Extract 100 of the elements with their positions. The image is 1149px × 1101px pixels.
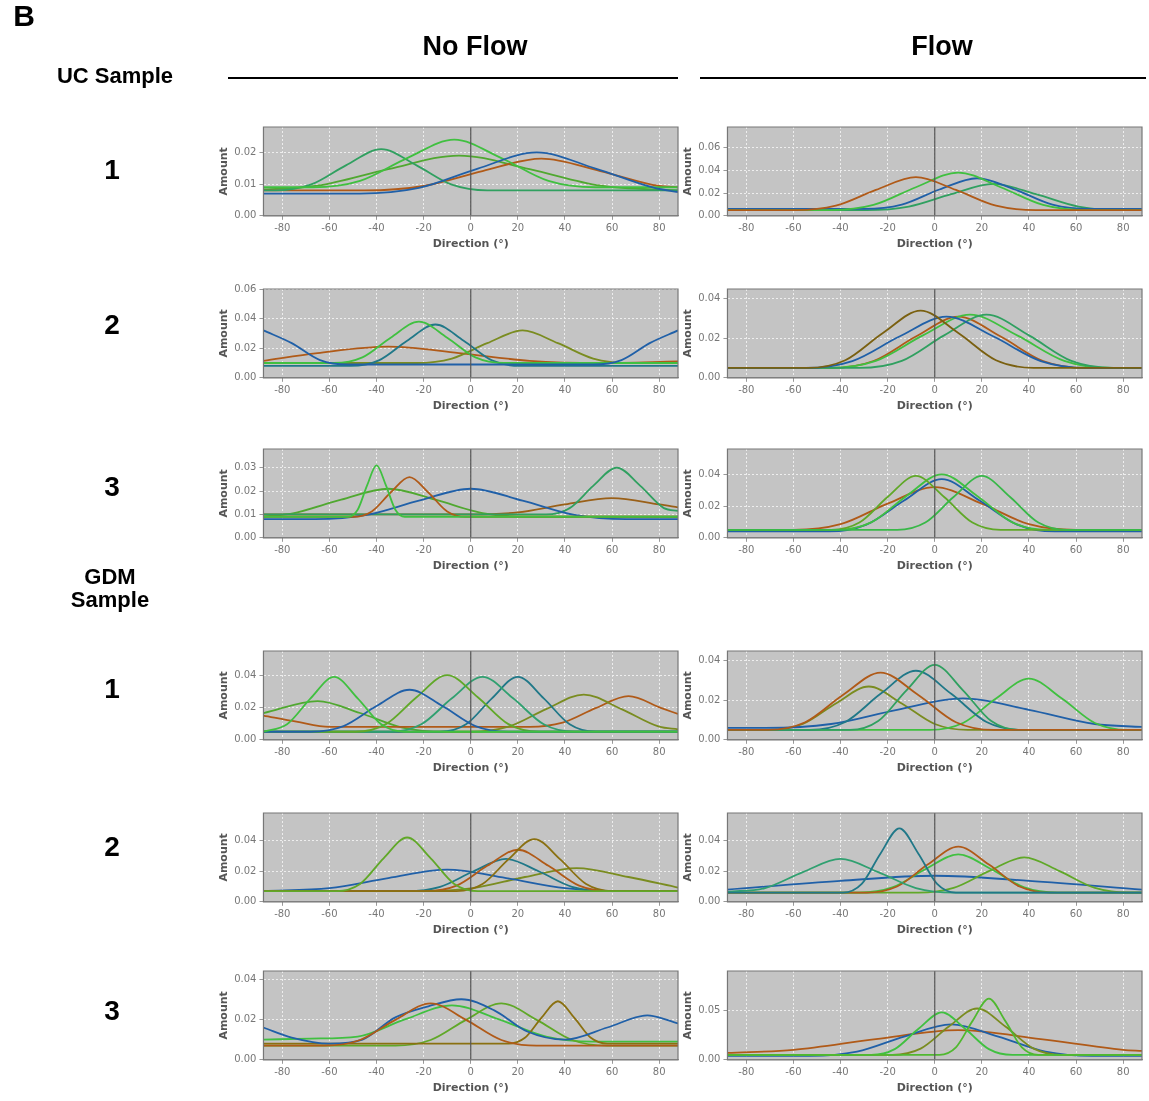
y-tick-label: 0.02	[698, 186, 721, 198]
y-tick-label: 0.04	[234, 668, 257, 680]
x-tick-label: 40	[1022, 384, 1036, 396]
y-tick-label: 0.04	[234, 834, 257, 846]
y-tick-label: 0.04	[698, 292, 721, 304]
x-tick-label: 40	[558, 222, 572, 234]
y-axis-title: Amount	[681, 309, 695, 358]
x-tick-label: -20	[879, 384, 896, 396]
x-tick-label: -20	[415, 908, 432, 920]
text: 3	[103, 471, 121, 502]
x-tick-label: 20	[975, 544, 989, 556]
x-tick-label: 40	[558, 746, 572, 758]
x-tick-label: 80	[652, 222, 666, 234]
y-tick-label: 0.00	[698, 209, 721, 221]
x-tick-label: -60	[321, 746, 338, 758]
y-tick-label: 0.02	[234, 701, 257, 713]
x-tick-label: -60	[321, 1066, 338, 1078]
x-tick-label: -80	[738, 544, 755, 556]
y-tick-label: 0.00	[234, 531, 257, 543]
x-tick-label: -80	[738, 1066, 755, 1078]
y-axis-title: Amount	[217, 147, 231, 196]
x-tick-label: 40	[1022, 746, 1036, 758]
x-tick-label: -80	[738, 384, 755, 396]
x-tick-label: -20	[415, 384, 432, 396]
x-tick-label: -80	[274, 544, 291, 556]
text: GDM Sample	[69, 564, 151, 613]
x-tick-label: 60	[1069, 544, 1083, 556]
x-tick-label: 80	[1116, 384, 1130, 396]
text: 3	[103, 995, 121, 1026]
x-tick-label: 20	[975, 1066, 989, 1078]
y-tick-label: 0.02	[698, 693, 721, 705]
x-tick-label: 60	[605, 908, 619, 920]
x-axis-title: Direction (°)	[896, 923, 973, 937]
x-tick-label: 0	[931, 746, 938, 758]
x-tick-label: 20	[511, 384, 525, 396]
x-tick-label: 60	[1069, 384, 1083, 396]
x-tick-label: -60	[785, 222, 802, 234]
y-tick-label: 0.06	[698, 141, 721, 153]
y-tick-label: 0.02	[698, 331, 721, 343]
x-tick-label: 0	[467, 384, 474, 396]
x-tick-label: 80	[652, 908, 666, 920]
x-axis-title: Direction (°)	[896, 761, 973, 775]
x-tick-label: -80	[738, 222, 755, 234]
x-tick-label: 0	[931, 1066, 938, 1078]
x-tick-label: -80	[274, 384, 291, 396]
x-tick-label: -20	[415, 1066, 432, 1078]
y-tick-label: 0.04	[698, 834, 721, 846]
x-tick-label: 0	[467, 222, 474, 234]
y-tick-label: 0.02	[698, 499, 721, 511]
y-tick-label: 0.00	[698, 371, 721, 383]
y-tick-label: 0.01	[234, 508, 257, 520]
x-tick-label: 80	[652, 1066, 666, 1078]
x-tick-label: 20	[511, 544, 525, 556]
x-axis-title: Direction (°)	[896, 399, 973, 413]
x-tick-label: 20	[975, 384, 989, 396]
text: UC Sample	[55, 63, 175, 88]
y-tick-label: 0.04	[698, 163, 721, 175]
y-axis-title: Amount	[217, 469, 231, 518]
x-tick-label: 20	[511, 222, 525, 234]
x-tick-label: -60	[785, 1066, 802, 1078]
y-tick-label: 0.01	[234, 177, 257, 189]
y-tick-label: 0.03	[234, 461, 257, 473]
x-tick-label: 0	[931, 222, 938, 234]
x-axis-title: Direction (°)	[432, 237, 509, 251]
x-tick-label: 0	[467, 908, 474, 920]
x-tick-label: 0	[931, 544, 938, 556]
x-tick-label: -80	[738, 908, 755, 920]
x-tick-label: -60	[321, 544, 338, 556]
x-tick-label: 80	[1116, 908, 1130, 920]
x-tick-label: -80	[274, 746, 291, 758]
text: 1	[103, 154, 121, 185]
x-tick-label: 80	[1116, 746, 1130, 758]
y-tick-label: 0.00	[234, 209, 257, 221]
x-tick-label: 40	[558, 1066, 572, 1078]
text: 1	[103, 673, 121, 704]
x-tick-label: -60	[785, 908, 802, 920]
x-tick-label: 60	[605, 1066, 619, 1078]
x-tick-label: -40	[832, 908, 849, 920]
x-tick-label: 60	[605, 544, 619, 556]
y-axis-title: Amount	[681, 991, 695, 1040]
x-tick-label: -60	[785, 746, 802, 758]
x-tick-label: -20	[879, 222, 896, 234]
x-tick-label: -60	[321, 222, 338, 234]
y-axis-title: Amount	[681, 833, 695, 882]
x-axis-title: Direction (°)	[432, 559, 509, 573]
y-tick-label: 0.06	[234, 282, 257, 294]
x-tick-label: 0	[467, 544, 474, 556]
x-tick-label: -80	[738, 746, 755, 758]
x-tick-label: -40	[832, 222, 849, 234]
y-axis-title: Amount	[681, 147, 695, 196]
y-axis-title: Amount	[217, 671, 231, 720]
y-tick-label: 0.00	[234, 733, 257, 745]
x-tick-label: -20	[879, 746, 896, 758]
y-tick-label: 0.00	[698, 733, 721, 745]
x-tick-label: 60	[1069, 1066, 1083, 1078]
y-tick-label: 0.00	[698, 531, 721, 543]
x-tick-label: -40	[368, 384, 385, 396]
x-axis-title: Direction (°)	[896, 237, 973, 251]
x-tick-label: 0	[467, 1066, 474, 1078]
y-tick-label: 0.02	[234, 1013, 257, 1025]
